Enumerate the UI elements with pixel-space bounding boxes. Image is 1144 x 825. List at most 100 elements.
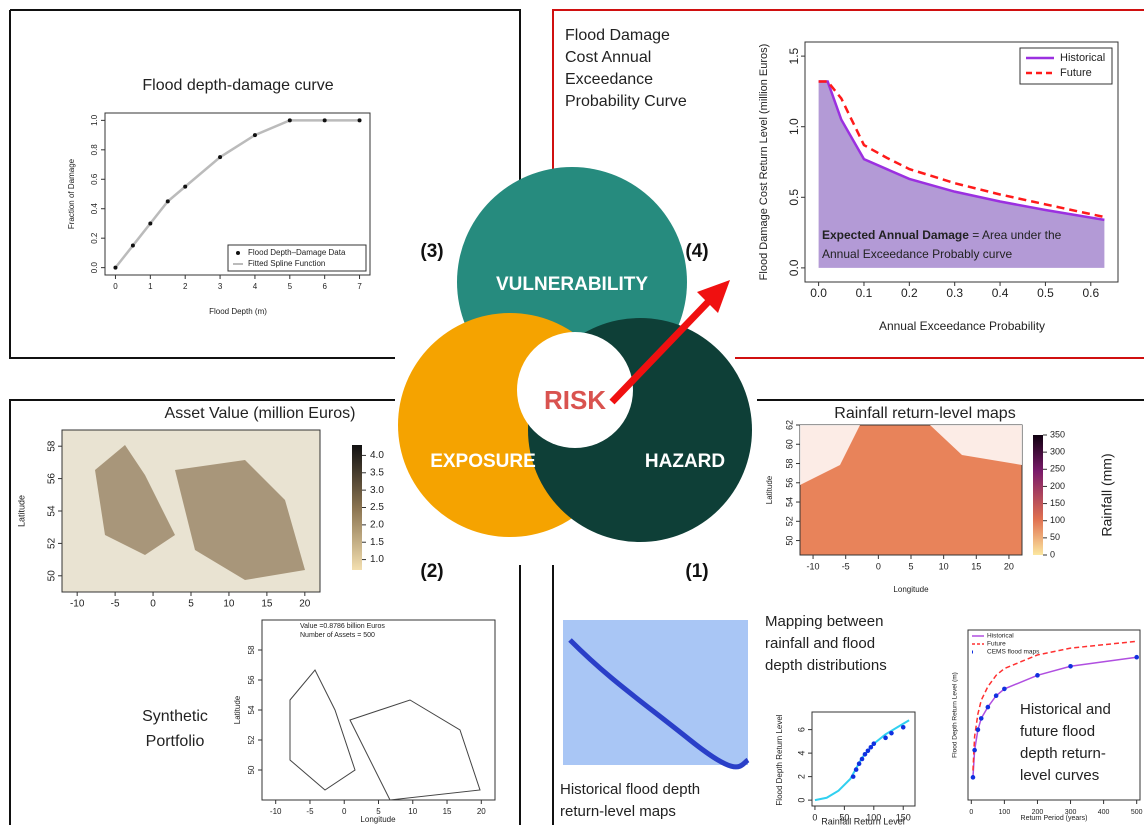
text-line: level curves: [1020, 767, 1099, 784]
y-tick-label: 54: [247, 705, 256, 714]
y-label: Latitude: [765, 475, 774, 504]
y-tick-label: 0.4: [90, 203, 99, 215]
colorbar-label: 3.5: [370, 467, 384, 478]
text-line: Cost Annual: [565, 49, 651, 66]
colorbar-label: 2.0: [370, 520, 384, 531]
title: Rainfall return-level maps: [834, 405, 1015, 422]
legend-label: CEMS flood maps: [987, 649, 1040, 656]
y-tick-label: 60: [784, 439, 794, 449]
risk: RISK: [544, 385, 606, 415]
x-tick-label: -5: [111, 599, 120, 610]
point: [994, 693, 999, 698]
colorbar-label: 100: [1050, 515, 1065, 525]
point: [323, 118, 327, 122]
step: (1): [685, 561, 708, 582]
point: [860, 757, 865, 762]
x-tick-label: 3: [218, 282, 223, 291]
y-tick-label: 58: [784, 459, 794, 469]
point: [131, 244, 135, 248]
y-tick-label: 1.0: [90, 114, 99, 126]
legend-label: Historical: [987, 633, 1014, 640]
x-tick-label: 0.2: [901, 286, 918, 300]
y-tick-label: 58: [247, 645, 256, 654]
x-label: Annual Exceedance Probability: [879, 319, 1045, 333]
point: [972, 748, 977, 753]
x-label: Longitude: [893, 585, 929, 594]
text-line: future flood: [1020, 723, 1095, 740]
x-tick-label: 10: [408, 807, 417, 816]
point: [358, 118, 362, 122]
y-label: Flood Depth Return Level: [775, 714, 784, 805]
x-tick-label: 500: [1131, 809, 1143, 816]
y-tick-label: 0.0: [90, 262, 99, 274]
point: [986, 705, 991, 710]
x-tick-label: 0.3: [946, 286, 963, 300]
point: [872, 741, 877, 746]
point: [901, 725, 906, 730]
x-tick-label: 15: [971, 561, 981, 571]
colorbar-label: 4.0: [370, 450, 384, 461]
y-tick-label: 1.5: [787, 47, 801, 64]
x-tick-label: 0: [150, 599, 156, 610]
y-tick-label: 58: [47, 440, 58, 452]
colorbar: [352, 445, 362, 570]
x-tick-label: 4: [253, 282, 258, 291]
x-tick-label: 15: [261, 599, 273, 610]
point: [857, 761, 862, 766]
legend-label: Historical: [1060, 52, 1105, 64]
point: [866, 748, 871, 753]
x-tick-label: 15: [443, 807, 452, 816]
point: [1035, 673, 1040, 678]
x-tick-label: 400: [1098, 809, 1110, 816]
text-line: Value =0.8786 billion Euros: [300, 623, 385, 630]
text-line: rainfall and flood: [765, 635, 875, 652]
exposure: EXPOSURE: [430, 451, 536, 472]
x-tick-label: 100: [999, 809, 1011, 816]
colorbar-label: 150: [1050, 498, 1065, 508]
colorbar-label: 0: [1050, 549, 1055, 559]
text-line: Portfolio: [146, 733, 205, 750]
y-tick-label: 50: [784, 536, 794, 546]
x-tick-label: 20: [1004, 561, 1014, 571]
y-tick-label: 54: [47, 505, 58, 517]
text-line: Historical and: [1020, 701, 1111, 718]
x-tick-label: 6: [322, 282, 327, 291]
title: Asset Value (million Euros): [165, 405, 356, 422]
risk-cycle: [398, 167, 752, 542]
text-line: Flood Damage: [565, 27, 670, 44]
x-tick-label: 7: [357, 282, 362, 291]
step: (3): [420, 241, 443, 262]
point: [113, 266, 117, 270]
y-tick-label: 0.5: [787, 189, 801, 206]
x-label: Return Period (years): [1021, 815, 1088, 822]
colorbar-label: 1.5: [370, 537, 384, 548]
y-tick-label: 54: [784, 497, 794, 507]
colorbar-label: 2.5: [370, 502, 384, 513]
point: [863, 752, 868, 757]
point: [869, 745, 874, 750]
x-label: Flood Depth (m): [209, 307, 267, 316]
y-tick-label: 0.6: [90, 173, 99, 185]
y-tick-label: 6: [796, 727, 806, 732]
x-tick-label: 5: [288, 282, 293, 291]
colorbar-label: 300: [1050, 447, 1065, 457]
x-tick-label: 0.0: [810, 286, 827, 300]
point: [166, 199, 170, 203]
x-tick-label: -10: [807, 561, 820, 571]
x-tick-label: 20: [477, 807, 486, 816]
text-line: Probability Curve: [565, 93, 687, 110]
x-tick-label: 0: [876, 561, 881, 571]
colorbar-label: 3.0: [370, 485, 384, 496]
y-label: Flood Depth Return Level (m): [952, 672, 959, 758]
x-tick-label: 0: [969, 809, 973, 816]
colorbar-label: 200: [1050, 481, 1065, 491]
point: [971, 775, 976, 780]
legend-label: Fitted Spline Function: [248, 259, 325, 268]
step: (4): [685, 241, 708, 262]
step: (2): [420, 561, 443, 582]
y-tick-label: 4: [796, 751, 806, 756]
y-tick-label: 1.0: [787, 118, 801, 135]
y-tick-label: 56: [784, 478, 794, 488]
text-line: Historical flood depth: [560, 781, 700, 798]
point: [854, 767, 859, 772]
